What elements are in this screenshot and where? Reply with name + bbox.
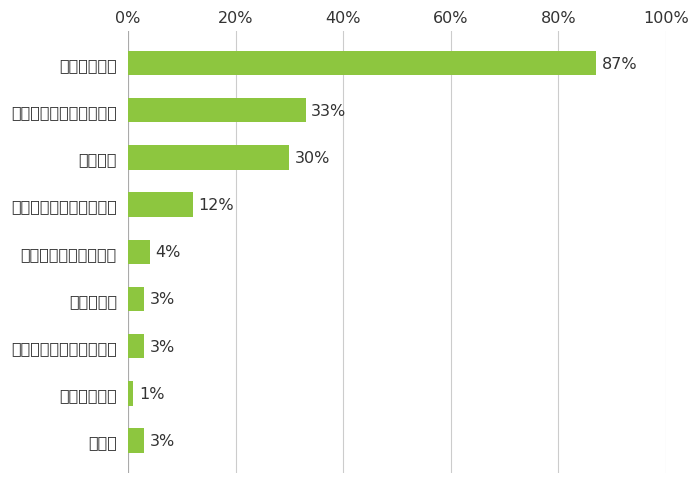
Bar: [128, 381, 134, 406]
Bar: [128, 146, 290, 170]
Bar: [128, 240, 150, 264]
Text: 3%: 3%: [150, 339, 175, 354]
Text: 12%: 12%: [198, 197, 234, 212]
Bar: [128, 52, 596, 76]
Text: 87%: 87%: [601, 57, 637, 71]
Text: 3%: 3%: [150, 292, 175, 307]
Text: 3%: 3%: [150, 433, 175, 448]
Bar: [128, 428, 144, 453]
Text: 30%: 30%: [295, 151, 330, 166]
Bar: [128, 287, 144, 312]
Bar: [128, 99, 306, 123]
Text: 4%: 4%: [155, 245, 181, 260]
Bar: [128, 334, 144, 359]
Text: 33%: 33%: [311, 104, 346, 119]
Text: 1%: 1%: [139, 386, 164, 401]
Bar: [128, 193, 192, 217]
